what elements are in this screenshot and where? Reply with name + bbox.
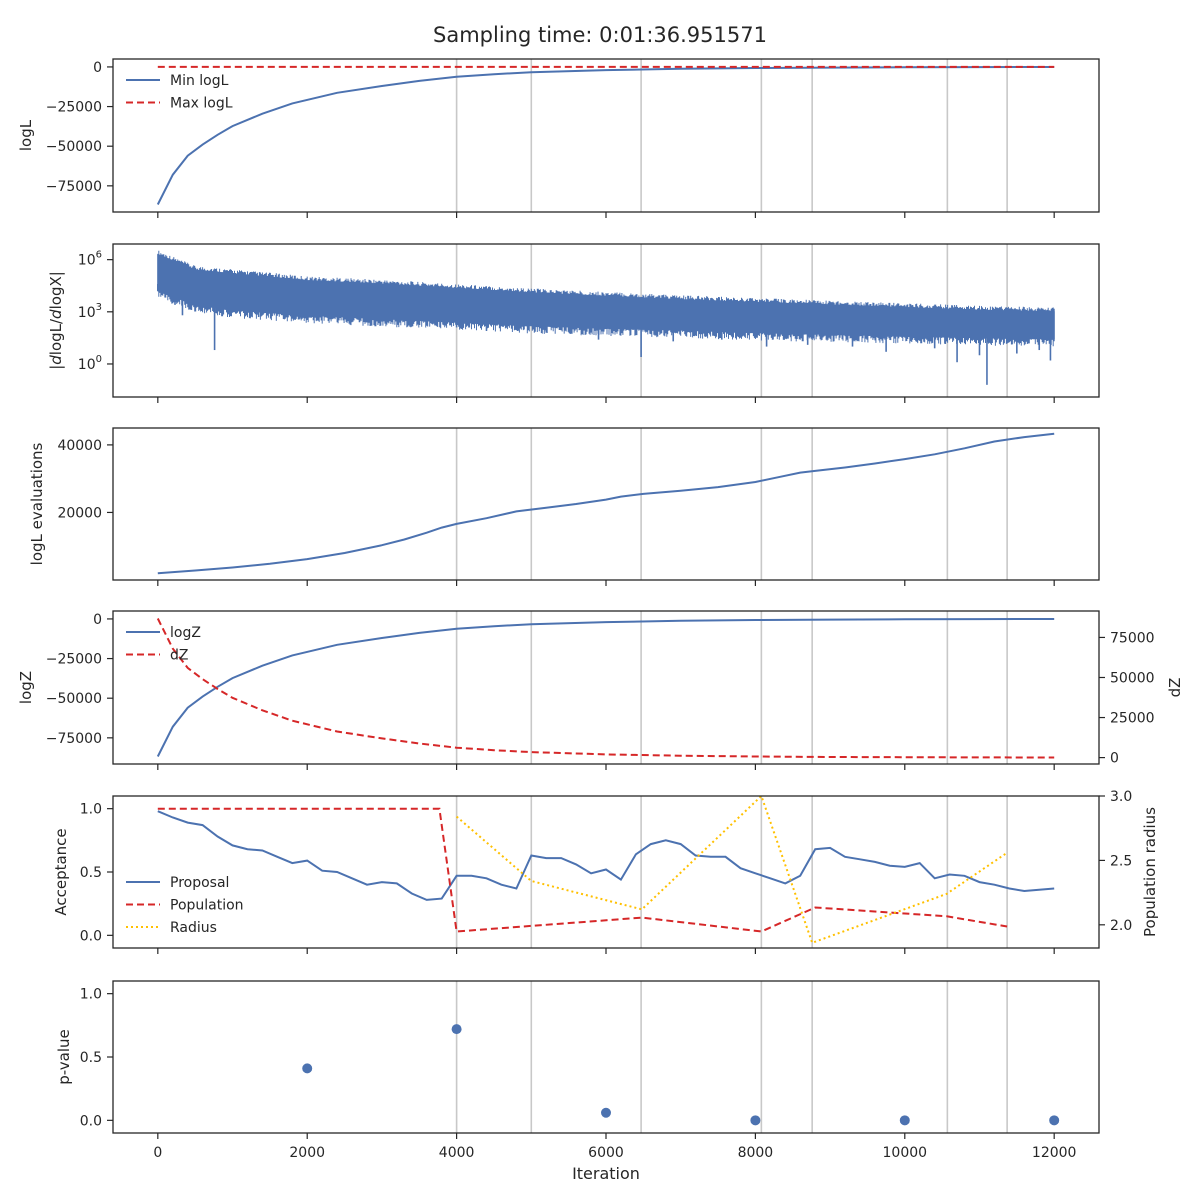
y-tick-label: −25000 xyxy=(46,100,102,116)
series-line-population xyxy=(157,807,1008,933)
y-axis-label: logZ xyxy=(17,671,35,704)
series-line-dz xyxy=(156,618,1055,759)
legend: Min logL Max logL xyxy=(126,73,233,112)
y-axis-label: p-value xyxy=(55,1029,73,1085)
plot-area xyxy=(157,428,1055,580)
y-tick-label: 103 xyxy=(78,302,102,321)
series-line-logl-evaluations xyxy=(157,432,1055,575)
y-tick-label: 1.0 xyxy=(80,802,102,818)
scatter-point xyxy=(899,1115,910,1126)
y-right-tick-label: 50000 xyxy=(1110,670,1155,686)
x-tick-label: 0 xyxy=(153,1145,162,1161)
series-line-radius xyxy=(455,796,1008,945)
legend-label: dZ xyxy=(170,648,188,664)
y-right-tick-label: 2.5 xyxy=(1110,853,1132,869)
y-tick-label: −25000 xyxy=(46,652,102,668)
legend-label: Min logL xyxy=(170,73,229,89)
y-axis-label: |dlogL/dlogX| xyxy=(47,271,65,370)
series-line-logz xyxy=(156,618,1055,757)
plot-area xyxy=(157,796,1055,948)
y-right-axis-label: Population radius xyxy=(1141,807,1159,937)
x-tick-label: 4000 xyxy=(439,1145,475,1161)
panel-dlogl: 100 103 106 |dlogL/dlogX| xyxy=(47,243,1100,403)
scatter-point xyxy=(750,1115,761,1126)
legend-label: logZ xyxy=(170,625,201,641)
panel-accept: 0.0 0.5 1.0 2.0 2.5 3.0 Acceptance Population r… xyxy=(52,789,1159,954)
scatter-point xyxy=(451,1024,462,1035)
y-tick-label: −50000 xyxy=(46,139,102,155)
series-noise xyxy=(157,250,1055,347)
axes-frame xyxy=(112,795,1100,949)
x-axis-label: Iteration xyxy=(572,1164,640,1183)
x-tick-label: 6000 xyxy=(588,1145,624,1161)
panel-logl: 0 −25000 −50000 −75000 logL Min logL Max logL xyxy=(17,58,1100,218)
scatter-point xyxy=(1049,1115,1060,1126)
y-tick-label: 0.5 xyxy=(80,1050,102,1066)
legend-label: Radius xyxy=(170,920,217,936)
y-right-tick-label: 3.0 xyxy=(1110,789,1132,805)
y-tick-label: −75000 xyxy=(46,731,102,747)
y-tick-label: −75000 xyxy=(46,179,102,195)
y-right-tick-label: 0 xyxy=(1110,751,1119,767)
y-right-tick-label: 75000 xyxy=(1110,630,1155,646)
y-tick-label: 0.5 xyxy=(80,865,102,881)
y-tick-label: 1.0 xyxy=(80,987,102,1003)
panel-evals: 20000 40000 logL evaluations xyxy=(28,427,1100,586)
panel-logz: 0 −25000 −50000 −75000 0 25000 50000 75000 logZ d… xyxy=(17,610,1184,770)
y-tick-label: −50000 xyxy=(46,691,102,707)
plot-area xyxy=(156,611,1055,764)
series-line-min-logl xyxy=(156,66,1055,205)
axes-frame xyxy=(112,58,1100,213)
y-axis-label: Acceptance xyxy=(52,828,70,915)
x-tick-label: 8000 xyxy=(738,1145,774,1161)
y-tick-label: 0 xyxy=(93,612,102,628)
y-tick-label: 0.0 xyxy=(80,1113,102,1129)
plot-area xyxy=(302,981,1060,1133)
x-tick-label: 10000 xyxy=(883,1145,928,1161)
scatter-point xyxy=(302,1063,313,1074)
y-right-tick-label: 2.0 xyxy=(1110,918,1132,934)
panel-pvalue: 0 2000 4000 6000 8000 10000 12000 0.0 0.5 1.0 p-va… xyxy=(55,980,1100,1161)
y-tick-label: 100 xyxy=(78,354,102,373)
y-tick-label: 0.0 xyxy=(80,928,102,944)
y-tick-label: 20000 xyxy=(57,505,102,521)
x-tick-label: 2000 xyxy=(289,1145,325,1161)
series-line-proposal xyxy=(157,810,1055,901)
axes-frame xyxy=(112,610,1100,765)
legend: Proposal Population Radius xyxy=(126,875,244,936)
y-right-axis-label: dZ xyxy=(1166,678,1184,698)
legend-label: Max logL xyxy=(170,96,233,112)
scatter-point xyxy=(601,1107,611,1118)
y-tick-label: 40000 xyxy=(57,438,102,454)
y-right-tick-label: 25000 xyxy=(1110,711,1155,727)
legend-label: Population xyxy=(170,898,244,914)
y-tick-label: 0 xyxy=(93,60,102,76)
legend: logZ dZ xyxy=(126,625,201,664)
y-axis-label: logL evaluations xyxy=(28,442,46,565)
plot-area xyxy=(157,244,1055,397)
legend-label: Proposal xyxy=(170,875,229,891)
y-axis-label: logL xyxy=(17,119,35,151)
y-tick-label: 106 xyxy=(78,250,102,269)
figure-title: Sampling time: 0:01:36.951571 xyxy=(433,23,767,47)
x-tick-label: 12000 xyxy=(1032,1145,1077,1161)
plot-area xyxy=(156,59,1055,212)
